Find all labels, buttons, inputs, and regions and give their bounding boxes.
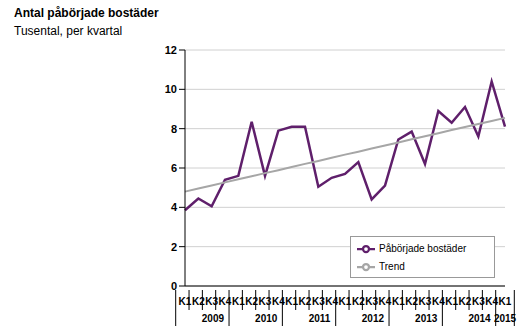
svg-text:K3: K3 [259,296,272,307]
svg-text:4: 4 [171,201,178,213]
html-text:Tusental, per kvartal: Tusental, per kvartal [14,24,123,38]
svg-text:6: 6 [171,162,177,174]
svg-text:K4: K4 [219,296,232,307]
html-text:Antal påbörjade bostäder: Antal påbörjade bostäder [14,6,159,20]
svg-text:K4: K4 [325,296,338,307]
svg-text:8: 8 [171,123,177,135]
svg-text:K4: K4 [272,296,285,307]
svg-text:K1: K1 [285,296,298,307]
svg-text:2013: 2013 [415,313,438,324]
svg-text:K1: K1 [445,296,458,307]
svg-text:2011: 2011 [309,313,331,324]
svg-text:K4: K4 [485,296,498,307]
html-text:Påbörjade bostäder: Påbörjade bostäder [379,242,467,254]
svg-text:K1: K1 [339,296,352,307]
svg-text:2014: 2014 [468,313,491,324]
svg-text:K3: K3 [312,296,325,307]
svg-text:K3: K3 [365,296,378,307]
svg-text:K2: K2 [352,296,365,307]
svg-text:K2: K2 [405,296,418,307]
svg-text:2015: 2015 [494,313,517,324]
svg-text:2: 2 [171,241,177,253]
svg-text:12: 12 [165,44,177,56]
svg-text:2009: 2009 [202,313,225,324]
svg-text:K4: K4 [432,296,445,307]
svg-text:K1: K1 [392,296,405,307]
svg-text:K2: K2 [459,296,472,307]
svg-text:K3: K3 [419,296,432,307]
svg-text:K2: K2 [299,296,312,307]
svg-text:0: 0 [171,280,177,292]
svg-text:K1: K1 [499,296,512,307]
svg-text:K3: K3 [472,296,485,307]
svg-text:K2: K2 [192,296,205,307]
svg-text:K2: K2 [245,296,258,307]
svg-text:K1: K1 [179,296,192,307]
svg-text:K4: K4 [379,296,392,307]
html-text:Trend: Trend [379,260,405,272]
svg-text:2012: 2012 [362,313,385,324]
svg-text:K1: K1 [232,296,245,307]
svg-text:K3: K3 [205,296,218,307]
svg-text:2010: 2010 [255,313,278,324]
svg-text:10: 10 [165,83,177,95]
